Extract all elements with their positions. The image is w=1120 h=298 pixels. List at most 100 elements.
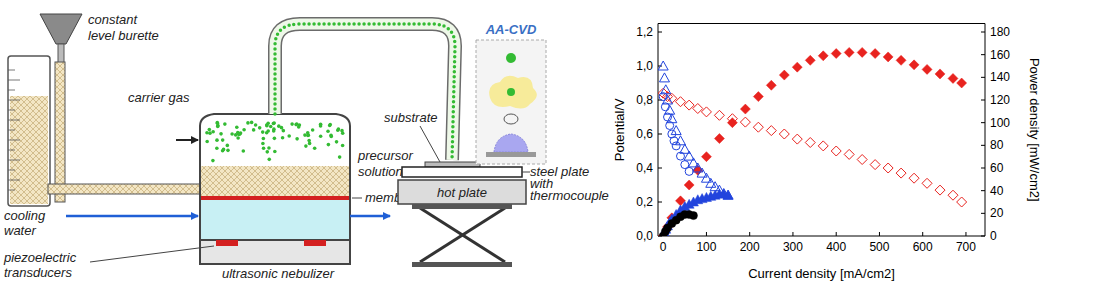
point xyxy=(935,185,945,195)
diagram: constantlevel burettecarrier gasprecurso… xyxy=(3,12,609,281)
point xyxy=(935,69,945,79)
point xyxy=(957,197,967,207)
point xyxy=(818,141,828,151)
point xyxy=(779,70,789,80)
point xyxy=(805,55,815,65)
precursor-label: solution xyxy=(358,164,403,179)
y-tick-label: 1,0 xyxy=(636,59,653,73)
y2-tick-label: 80 xyxy=(990,138,1004,152)
y2-tick xyxy=(981,100,985,101)
point xyxy=(766,126,776,136)
point xyxy=(896,55,906,65)
y2-tick xyxy=(981,236,985,237)
y2-tick-label: 160 xyxy=(990,48,1010,62)
burette xyxy=(8,14,202,206)
y2-tick xyxy=(981,145,985,146)
point xyxy=(714,134,724,144)
burette-label: level burette xyxy=(88,28,159,43)
point xyxy=(844,149,854,159)
y2-tick-label: 120 xyxy=(990,93,1010,107)
y2-tick xyxy=(981,77,985,78)
nebulizer-label: ultrasonic nebulizer xyxy=(222,266,335,281)
point xyxy=(831,146,841,156)
x-tick xyxy=(749,232,750,236)
point xyxy=(658,61,668,70)
y-tick-label: 0,2 xyxy=(636,195,653,209)
point xyxy=(870,160,880,170)
callout-title: AA-CVD xyxy=(485,22,537,37)
point xyxy=(693,163,703,172)
point xyxy=(670,137,678,145)
point xyxy=(857,47,867,57)
point xyxy=(792,62,802,72)
point xyxy=(697,168,707,177)
series xyxy=(659,93,693,176)
point xyxy=(753,92,763,102)
point xyxy=(666,122,674,130)
y-axis xyxy=(658,24,659,237)
hot-plate-assembly xyxy=(398,162,526,267)
nebulizer-vessel xyxy=(200,114,350,264)
point xyxy=(766,80,776,90)
point xyxy=(701,173,711,182)
point xyxy=(659,93,667,101)
piezo-label: transducers xyxy=(4,265,72,280)
y2-axis xyxy=(985,24,986,237)
x-tick xyxy=(836,232,837,236)
point xyxy=(701,152,711,162)
aa-cvd-callout xyxy=(476,40,546,164)
x-tick-label: 700 xyxy=(956,240,976,254)
series xyxy=(658,88,966,207)
cooling-label: cooling xyxy=(4,208,46,223)
y-tick-label: 0,8 xyxy=(636,93,653,107)
point xyxy=(779,129,789,139)
series xyxy=(659,210,697,236)
y2-tick xyxy=(981,54,985,55)
carrier-gas-label: carrier gas xyxy=(128,90,190,105)
point xyxy=(714,110,724,120)
precursor-label: precursor xyxy=(357,148,414,163)
point xyxy=(818,51,828,61)
x-tick-label: 400 xyxy=(826,240,846,254)
point xyxy=(723,190,733,199)
point xyxy=(870,49,880,59)
point xyxy=(676,152,684,160)
y2-axis-title: Power density [mW/cm2] xyxy=(1027,58,1042,202)
y-tick xyxy=(658,202,662,203)
point xyxy=(740,117,750,127)
point xyxy=(689,212,697,220)
x-tick-label: 600 xyxy=(913,240,933,254)
point xyxy=(664,113,672,121)
point xyxy=(909,60,919,70)
x-tick xyxy=(792,232,793,236)
y2-tick xyxy=(981,213,985,214)
y2-tick xyxy=(981,122,985,123)
point xyxy=(896,168,906,178)
point xyxy=(831,49,841,59)
point xyxy=(661,103,669,111)
y-tick xyxy=(658,32,662,33)
y-tick-label: 0,4 xyxy=(636,161,653,175)
point xyxy=(659,73,669,82)
figure: constantlevel burettecarrier gasprecurso… xyxy=(0,0,1120,298)
y2-tick-label: 0 xyxy=(990,229,997,243)
steel-plate-label: thermocouple xyxy=(530,188,609,203)
x-tick-label: 0 xyxy=(660,240,667,254)
point xyxy=(948,73,958,83)
x-axis-title: Current density [mA/cm2] xyxy=(748,266,895,281)
point xyxy=(688,158,698,167)
y-tick xyxy=(658,134,662,135)
point xyxy=(727,118,737,128)
point xyxy=(883,52,893,62)
substrate-label: substrate xyxy=(384,110,437,125)
point xyxy=(844,47,854,57)
y2-tick xyxy=(981,190,985,191)
plot-frame xyxy=(658,23,985,24)
point xyxy=(922,178,932,188)
marks xyxy=(658,47,966,236)
y2-tick-label: 140 xyxy=(990,70,1010,84)
x-tick-label: 300 xyxy=(783,240,803,254)
x-tick xyxy=(965,232,966,236)
x-tick xyxy=(922,232,923,236)
point xyxy=(701,107,711,117)
